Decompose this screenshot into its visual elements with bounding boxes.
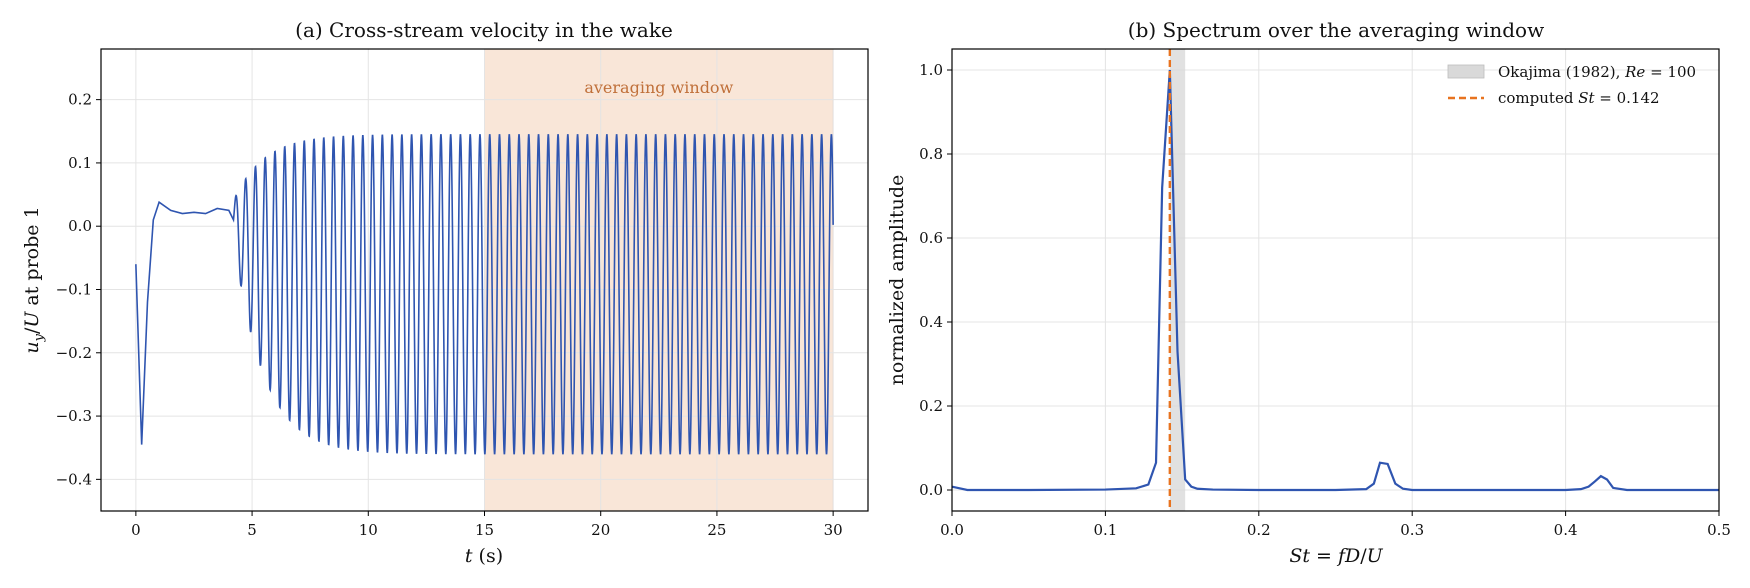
okajima-reference-band bbox=[1169, 49, 1186, 511]
panel-b: (b) Spectrum over the averaging window 0… bbox=[886, 18, 1731, 567]
panel-a-y-label: uy/U at probe 1 bbox=[21, 206, 47, 353]
averaging-window-label: averaging window bbox=[584, 78, 733, 97]
panel-a-title: (a) Cross-stream velocity in the wake bbox=[295, 18, 673, 42]
panel-b-y-label: normalized amplitude bbox=[886, 175, 908, 386]
panel-a-x-label: t (s) bbox=[465, 545, 503, 567]
panel-a-x-tick-label: 30 bbox=[824, 521, 843, 539]
panel-b-title: (b) Spectrum over the averaging window bbox=[1128, 18, 1544, 42]
panel-a-x-tick-label: 20 bbox=[591, 521, 610, 539]
legend-swatch-reference-band bbox=[1447, 64, 1485, 79]
panel-b-grid bbox=[951, 49, 1720, 511]
panel-b-x-tick-label: 0.1 bbox=[1093, 521, 1117, 539]
panel-b-x-tick-label: 0.4 bbox=[1554, 521, 1578, 539]
panel-a-x-tick-label: 25 bbox=[707, 521, 726, 539]
panel-a: (a) Cross-stream velocity in the wake av… bbox=[21, 18, 869, 567]
panel-a-velocity-series bbox=[135, 134, 834, 455]
panel-a-y-ticks: −0.4 −0.3 −0.2 −0.1 0.0 0.1 0.2 bbox=[56, 91, 101, 488]
panel-a-y-tick-label: −0.1 bbox=[56, 280, 92, 298]
panel-b-x-ticks: 0.0 0.1 0.2 0.3 0.4 0.5 bbox=[940, 511, 1731, 539]
panel-b-y-tick-label: 0.6 bbox=[919, 229, 943, 247]
panel-b-x-tick-label: 0.3 bbox=[1400, 521, 1424, 539]
panel-b-y-ticks: 0.0 0.2 0.4 0.6 0.8 1.0 bbox=[919, 61, 952, 499]
panel-b-frame bbox=[951, 48, 1720, 512]
panel-b-legend: Okajima (1982), Re = 100 computed St = 0… bbox=[1447, 63, 1696, 107]
panel-a-x-ticks: 0 5 10 15 20 25 30 bbox=[131, 511, 843, 539]
panel-a-x-tick-label: 15 bbox=[475, 521, 494, 539]
panel-b-y-tick-label: 1.0 bbox=[919, 61, 943, 79]
panel-b-x-tick-label: 0.0 bbox=[940, 521, 964, 539]
panel-a-x-tick-label: 0 bbox=[131, 521, 141, 539]
panel-a-y-tick-label: 0.1 bbox=[68, 154, 92, 172]
panel-b-y-tick-label: 0.0 bbox=[919, 481, 943, 499]
legend-entry-reference: Okajima (1982), Re = 100 bbox=[1498, 63, 1696, 81]
panel-a-x-tick-label: 5 bbox=[247, 521, 257, 539]
panel-a-y-tick-label: −0.3 bbox=[56, 407, 92, 425]
panel-b-y-tick-label: 0.4 bbox=[919, 313, 943, 331]
panel-b-x-tick-label: 0.5 bbox=[1707, 521, 1731, 539]
panel-b-x-label: St = fD/U bbox=[1289, 545, 1383, 567]
panel-a-y-tick-label: −0.4 bbox=[56, 470, 92, 488]
legend-entry-computed: computed St = 0.142 bbox=[1498, 89, 1660, 107]
panel-a-y-tick-label: 0.0 bbox=[68, 217, 92, 235]
panel-b-x-tick-label: 0.2 bbox=[1247, 521, 1271, 539]
panel-b-spectrum-series bbox=[951, 69, 1719, 492]
panel-a-y-tick-label: −0.2 bbox=[56, 344, 92, 362]
panel-a-y-tick-label: 0.2 bbox=[68, 91, 92, 109]
panel-b-y-tick-label: 0.2 bbox=[919, 397, 943, 415]
panel-a-x-tick-label: 10 bbox=[359, 521, 378, 539]
panel-b-y-tick-label: 0.8 bbox=[919, 145, 943, 163]
